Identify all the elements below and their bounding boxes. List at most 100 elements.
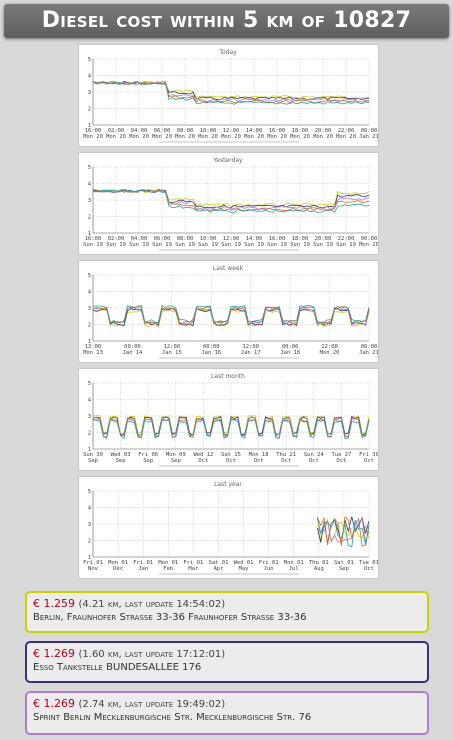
station-card[interactable]: € 1.269 (1.60 km, last update 17:12:01) … — [25, 641, 429, 683]
x-tick-label: Thu 21 — [276, 452, 296, 458]
x-tick-label: 20:00 — [315, 128, 332, 134]
chart-label: Last month — [211, 373, 245, 380]
chart-today: Today 5 4 3 2 1 16:00 Mon 20 02:00 Mon 20 04:00 Mon… — [78, 44, 379, 147]
x-tick-sublabel: Oct — [336, 458, 346, 464]
x-tick-sublabel: Sun 19 — [198, 242, 218, 248]
chart-last-week: Last week 5 4 3 2 1 12:00 Mon 13 00:00 Jan 14 12:0… — [78, 260, 379, 363]
x-tick-sublabel: Sep — [143, 458, 153, 464]
y-tick-label: 2 — [88, 431, 91, 437]
x-tick-sublabel: Sun 19 — [106, 242, 126, 248]
x-tick-label: 12:00 — [223, 236, 240, 242]
chart-label: Last year — [214, 481, 242, 488]
x-tick-sublabel: Jan 14 — [122, 350, 143, 356]
x-tick-label: 22:00 — [338, 128, 355, 134]
y-tick-label: 4 — [88, 74, 92, 80]
x-tick-label: 00:00 — [361, 128, 378, 134]
x-tick-label: 22:00 — [338, 236, 355, 242]
station-price: € 1.259 — [33, 597, 75, 610]
x-tick-label: Mon 09 — [166, 452, 186, 458]
series-line — [92, 81, 370, 104]
y-tick-label: 2 — [88, 215, 91, 221]
x-tick-sublabel: Sep — [171, 458, 181, 464]
x-tick-label: Tue 27 — [331, 452, 351, 458]
x-tick-sublabel: Oct — [281, 458, 291, 464]
x-tick-label: 16:00 — [85, 236, 102, 242]
x-tick-sublabel: Jun — [264, 566, 274, 572]
chart-label: Yesterday — [212, 157, 243, 164]
y-tick-label: 1 — [88, 123, 91, 129]
x-tick-sublabel: Jul — [289, 566, 299, 572]
x-tick-label: Fri 06 — [138, 452, 158, 458]
x-tick-sublabel: Aug — [314, 566, 324, 572]
station-card[interactable]: € 1.269 (2.74 km, last update 19:49:02) … — [25, 691, 429, 735]
page-title: Diesel cost within 5 km of 10827 — [4, 4, 449, 38]
x-tick-sublabel: Mon 20 — [313, 134, 333, 140]
x-tick-sublabel: Jan 17 — [241, 350, 261, 356]
y-tick-label: 1 — [88, 231, 91, 237]
chart-yesterday: Yesterday 5 4 3 2 1 16:00 Sun 19 02:00 Sun 19 04:0… — [78, 152, 379, 255]
x-tick-label: 12:00 — [223, 128, 240, 134]
x-tick-label: 04:00 — [131, 128, 148, 134]
station-card[interactable]: € 1.259 (4.21 km, last update 14:54:02) … — [25, 591, 429, 633]
x-tick-sublabel: Sun 19 — [83, 242, 103, 248]
x-tick-label: Sat 15 — [221, 452, 241, 458]
station-meta: (4.21 km, last update 14:54:02) — [78, 599, 226, 610]
x-tick-sublabel: Sun 19 — [244, 242, 264, 248]
x-tick-label: Thu 01 — [309, 560, 329, 566]
chart-last-month: Last month 5 4 3 2 1 Sun 30 Sep Wed 03 Sep Fri 06 S… — [78, 368, 379, 471]
series-line — [92, 415, 370, 436]
x-tick-sublabel: Mon 20 — [221, 134, 241, 140]
x-tick-label: 12:00 — [85, 344, 102, 350]
y-tick-label: 3 — [88, 414, 91, 420]
y-tick-label: 4 — [88, 398, 92, 404]
y-tick-label: 3 — [88, 90, 91, 96]
station-meta: (1.60 km, last update 17:12:01) — [78, 649, 226, 660]
x-tick-label: Sat 01 — [334, 560, 354, 566]
x-tick-label: Sat 01 — [209, 560, 229, 566]
series-line — [316, 517, 370, 543]
y-tick-label: 3 — [88, 198, 91, 204]
x-tick-label: 12:00 — [164, 344, 181, 350]
x-tick-sublabel: Nov — [88, 566, 99, 572]
x-tick-label: Fri 01 — [83, 560, 103, 566]
x-tick-label: 04:00 — [131, 236, 148, 242]
x-tick-label: Mon 01 — [108, 560, 128, 566]
x-tick-sublabel: Feb — [163, 566, 173, 572]
x-tick-label: 08:00 — [177, 236, 194, 242]
x-tick-label: Fri 01 — [133, 560, 153, 566]
x-tick-label: 20:00 — [315, 236, 332, 242]
x-tick-sublabel: Oct — [254, 458, 264, 464]
x-tick-sublabel: Mon 20 — [290, 134, 310, 140]
x-tick-label: Fri 01 — [259, 560, 279, 566]
x-tick-sublabel: Sun 19 — [221, 242, 241, 248]
x-tick-label: Wed 03 — [111, 452, 131, 458]
x-tick-label: Sun 30 — [83, 452, 103, 458]
x-tick-sublabel: Oct — [309, 458, 319, 464]
x-tick-sublabel: Mon 20 — [244, 134, 264, 140]
series-line — [316, 517, 370, 543]
x-tick-label: 12:00 — [242, 344, 259, 350]
x-tick-sublabel: Jan 21 — [359, 350, 378, 356]
series-line — [92, 189, 370, 212]
x-tick-label: 06:00 — [154, 236, 171, 242]
y-tick-label: 2 — [88, 323, 91, 329]
x-tick-sublabel: May — [239, 566, 250, 572]
x-tick-label: 02:00 — [108, 236, 125, 242]
y-tick-label: 3 — [88, 306, 91, 312]
y-tick-label: 4 — [88, 506, 92, 512]
x-tick-label: Wed 01 — [234, 560, 254, 566]
x-tick-label: 10:00 — [200, 128, 217, 134]
x-tick-label: Mon 18 — [249, 452, 269, 458]
y-tick-label: 1 — [88, 447, 91, 453]
x-tick-sublabel: Mon 20 — [106, 134, 126, 140]
x-tick-sublabel: Sun 19 — [336, 242, 356, 248]
x-tick-sublabel: Sep — [88, 458, 98, 464]
x-tick-label: 10:00 — [200, 236, 217, 242]
x-tick-sublabel: Mon 13 — [83, 350, 103, 356]
x-tick-label: 18:00 — [292, 128, 309, 134]
station-address: Berlin, Fraunhofer Straße 33-36 Fraunhof… — [33, 612, 307, 623]
y-tick-label: 1 — [88, 339, 91, 345]
